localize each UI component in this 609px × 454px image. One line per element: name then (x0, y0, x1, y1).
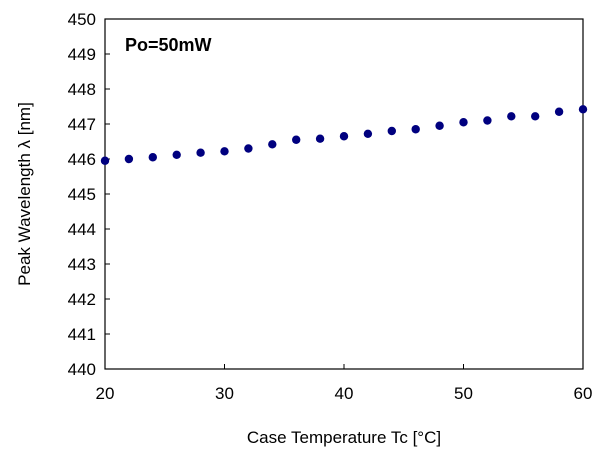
data-point (172, 150, 181, 159)
x-tick-label: 60 (574, 384, 593, 403)
x-tick-label: 40 (335, 384, 354, 403)
x-tick-label: 50 (454, 384, 473, 403)
x-tick-label: 20 (96, 384, 115, 403)
points-layer (100, 105, 588, 165)
y-tick-label: 450 (68, 10, 96, 29)
data-point (148, 153, 157, 162)
data-point (554, 107, 564, 116)
plot-area (104, 18, 584, 370)
data-point (268, 140, 277, 149)
y-tick-label: 445 (68, 185, 96, 204)
data-point (244, 144, 253, 153)
y-tick-label: 448 (68, 80, 96, 99)
data-point (220, 147, 229, 156)
y-tick-label: 442 (68, 290, 96, 309)
x-tick-label: 30 (215, 384, 234, 403)
data-point (531, 112, 540, 121)
y-tick-label: 443 (68, 255, 96, 274)
data-point (100, 156, 110, 165)
data-point (124, 154, 134, 164)
y-tick-label: 449 (68, 45, 96, 64)
data-point (363, 129, 373, 138)
annotation-label: Po=50mW (125, 35, 212, 55)
data-point (315, 134, 325, 143)
y-tick-label: 441 (68, 325, 96, 344)
data-point (578, 105, 588, 114)
data-point (196, 148, 205, 157)
x-axis-label: Case Temperature Tc [°C] (247, 428, 441, 447)
data-point (339, 132, 349, 141)
y-tick-label: 447 (68, 115, 96, 134)
y-tick-label: 444 (68, 220, 96, 239)
data-point (292, 135, 301, 144)
data-point (435, 121, 444, 130)
data-point (411, 125, 420, 134)
y-tick-label: 440 (68, 360, 96, 379)
data-point (507, 112, 516, 121)
y-tick-label: 446 (68, 150, 96, 169)
ticks-layer: 20 30 40 50 60 440 441 442 443 444 445 446 447 448 449… (68, 10, 593, 403)
data-point (483, 116, 492, 125)
y-axis-label: Peak Wavelength λ [nm] (15, 102, 34, 286)
data-point (459, 118, 468, 127)
data-point (387, 126, 396, 136)
